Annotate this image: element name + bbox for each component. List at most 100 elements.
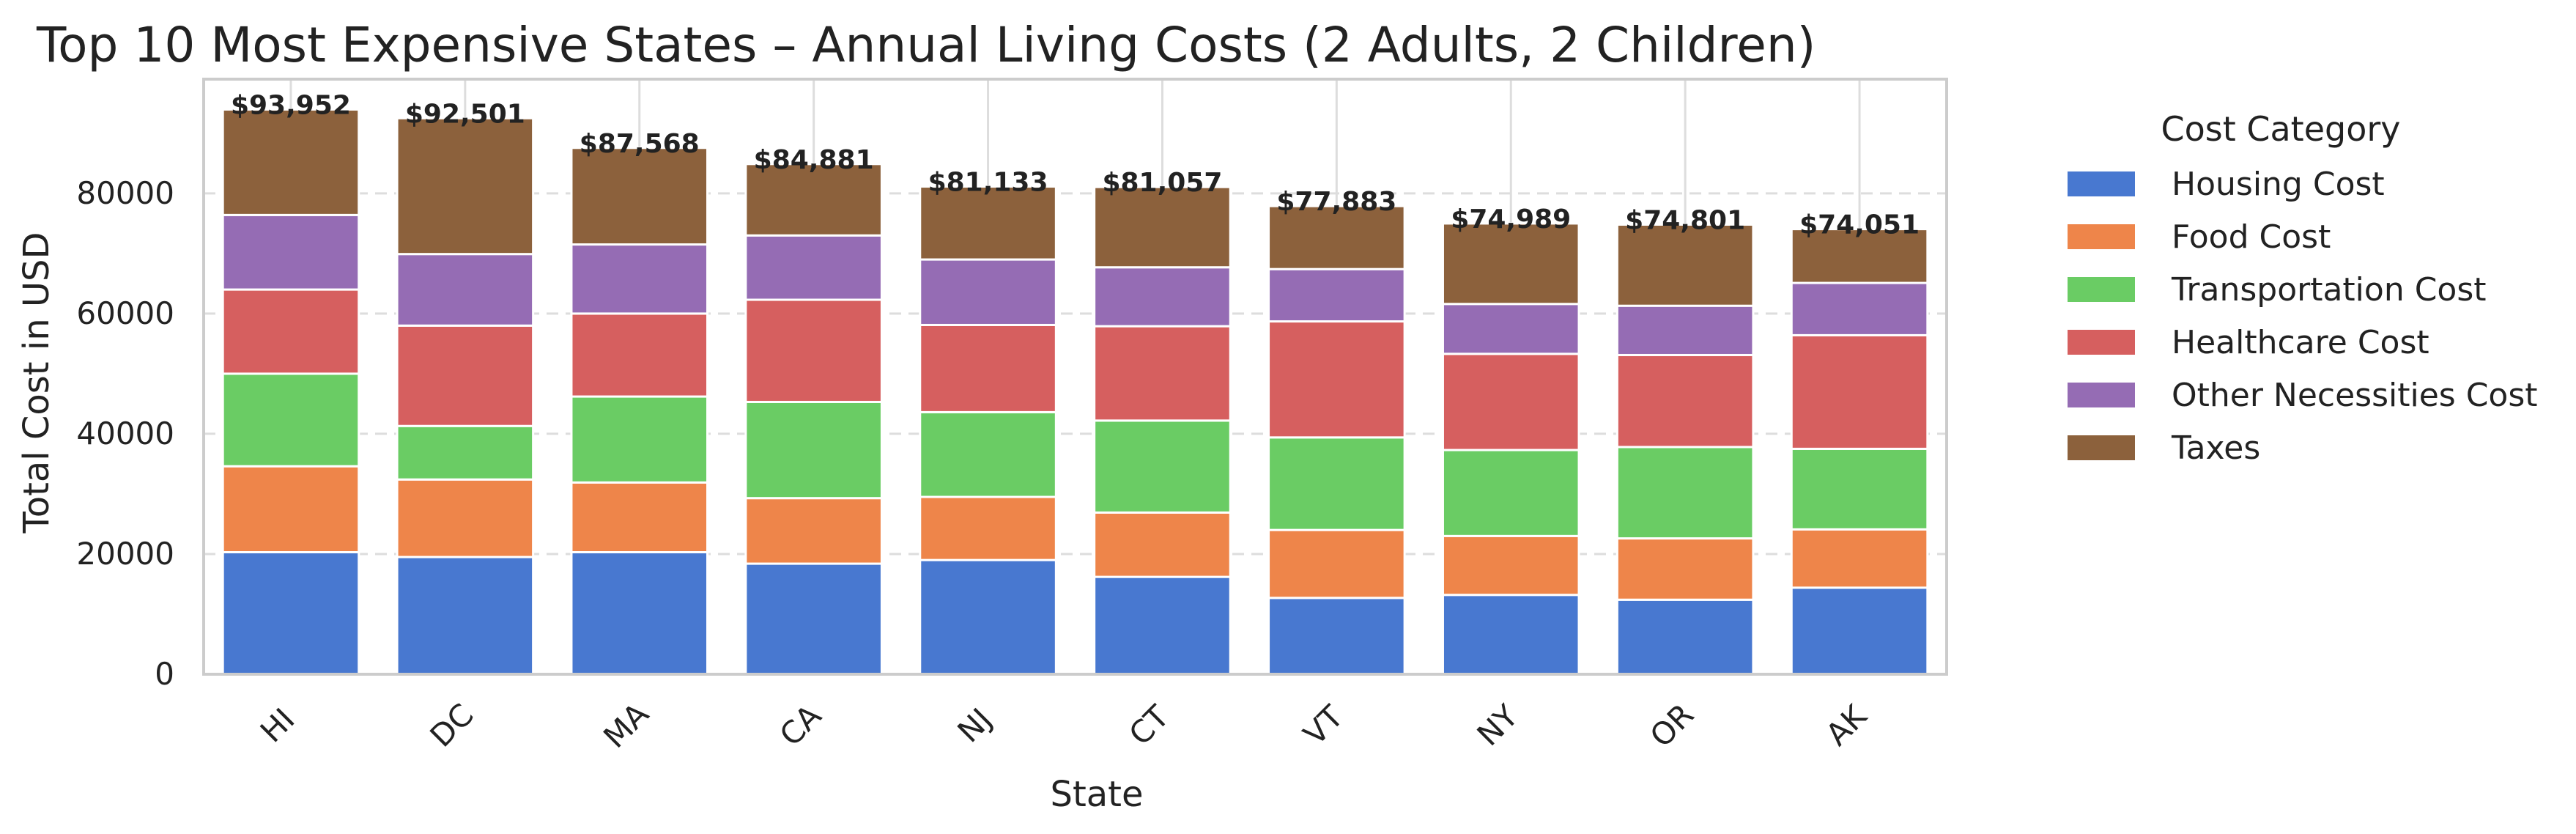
bar-segment-CA-1 — [744, 497, 883, 565]
y-tick-label: 80000 — [76, 175, 174, 211]
legend-label: Housing Cost — [2172, 166, 2385, 203]
y-axis-title: Total Cost in USD — [16, 232, 57, 534]
bar-segment-CA-5 — [744, 163, 883, 237]
bar-segment-OR-1 — [1615, 537, 1755, 601]
bar-segment-CA-0 — [744, 562, 883, 676]
bar-segment-NJ-5 — [919, 185, 1057, 261]
bar-segment-DC-4 — [396, 253, 535, 327]
bar-segment-CT-3 — [1093, 325, 1232, 422]
bar-segment-HI-3 — [221, 288, 360, 375]
bar-segment-NJ-1 — [919, 495, 1057, 561]
bar-segment-NY-3 — [1441, 353, 1580, 451]
bar-segment-MA-2 — [570, 395, 709, 484]
bar-segment-HI-1 — [221, 465, 360, 553]
bar-segment-HI-2 — [221, 372, 360, 468]
bar-segment-CT-0 — [1093, 575, 1232, 676]
total-label-CA: $84,881 — [754, 145, 874, 175]
bar-segment-CT-4 — [1093, 266, 1232, 328]
bar-segment-AK-5 — [1790, 228, 1929, 284]
bar-segment-DC-0 — [396, 556, 535, 676]
bar-segment-MA-4 — [570, 243, 709, 315]
x-tick-label: CA — [773, 698, 829, 753]
bar-segment-CT-1 — [1093, 511, 1232, 578]
total-label-NJ: $81,133 — [928, 168, 1048, 198]
total-label-HI: $93,952 — [231, 90, 351, 120]
x-tick-label: CT — [1122, 698, 1176, 753]
bar-segment-AK-2 — [1790, 447, 1929, 531]
legend-swatch — [2068, 435, 2135, 460]
legend-swatch — [2068, 224, 2135, 249]
bar-segment-NY-1 — [1441, 534, 1580, 597]
bar-segment-DC-1 — [396, 478, 535, 558]
total-label-DC: $92,501 — [405, 99, 525, 129]
bar-segment-CA-3 — [744, 298, 883, 403]
bar-segment-VT-1 — [1267, 528, 1406, 599]
bar-segment-DC-5 — [396, 117, 535, 256]
bar-segment-NY-0 — [1441, 594, 1580, 676]
bar-segment-NY-5 — [1441, 222, 1580, 306]
total-label-CT: $81,057 — [1102, 168, 1222, 198]
bar-segment-NY-4 — [1441, 303, 1580, 355]
bar-segment-OR-3 — [1615, 353, 1755, 449]
x-tick-label: NY — [1470, 698, 1525, 753]
total-label-NY: $74,989 — [1451, 204, 1571, 235]
bar-segment-CA-4 — [744, 234, 883, 301]
total-labels: $93,952 $92,501 $87,568 $84,881 $81,133 $81,0… — [231, 90, 1920, 240]
bar-segment-AK-1 — [1790, 528, 1929, 589]
y-tick-label: 20000 — [76, 536, 174, 572]
legend-label: Healthcare Cost — [2172, 324, 2429, 361]
bar-segment-CT-2 — [1093, 419, 1232, 514]
legend-swatch — [2068, 171, 2135, 196]
x-tick-label: OR — [1643, 696, 1701, 754]
bar-segment-MA-5 — [570, 147, 709, 246]
x-tick-label: VT — [1297, 698, 1350, 752]
bar-segment-MA-0 — [570, 550, 709, 676]
bar-segment-OR-0 — [1615, 598, 1755, 676]
bar-segment-VT-0 — [1267, 597, 1406, 676]
bar-segment-AK-0 — [1790, 586, 1929, 676]
legend-label: Other Necessities Cost — [2172, 377, 2538, 414]
legend-title: Cost Category — [2161, 109, 2400, 149]
bar-segment-DC-3 — [396, 324, 535, 427]
bar-segment-HI-5 — [221, 108, 360, 216]
bar-segment-MA-3 — [570, 312, 709, 398]
plot-frame — [202, 78, 1948, 676]
total-label-VT: $77,883 — [1276, 187, 1396, 217]
bar-segment-NJ-3 — [919, 323, 1057, 413]
bar-segment-VT-4 — [1267, 267, 1406, 323]
bars — [221, 108, 1929, 676]
bar-segment-NJ-0 — [919, 558, 1057, 676]
y-tick-label: 60000 — [76, 295, 174, 331]
bar-segment-HI-4 — [221, 213, 360, 291]
bar-segment-AK-3 — [1790, 333, 1929, 450]
legend-label: Food Cost — [2172, 218, 2331, 256]
x-tick-label: NJ — [950, 701, 999, 750]
chart-title: Top 10 Most Expensive States – Annual Li… — [36, 17, 1816, 73]
bar-segment-NJ-4 — [919, 258, 1057, 326]
bar-segment-OR-2 — [1615, 446, 1755, 540]
total-label-MA: $87,568 — [580, 129, 700, 159]
bar-segment-VT-2 — [1267, 436, 1406, 531]
bar-segment-VT-5 — [1267, 204, 1406, 270]
y-tick-label: 0 — [155, 656, 174, 692]
bar-segment-MA-1 — [570, 481, 709, 553]
x-tick-label: HI — [253, 701, 302, 750]
legend: Cost Category Housing Cost Food Cost Trans… — [2068, 109, 2538, 467]
legend-label: Taxes — [2171, 429, 2260, 467]
total-label-OR: $74,801 — [1625, 205, 1745, 235]
total-label-AK: $74,051 — [1799, 210, 1920, 240]
legend-swatch — [2068, 383, 2135, 407]
legend-label: Transportation Cost — [2171, 271, 2487, 309]
bar-segment-HI-0 — [221, 550, 360, 676]
bar-segment-VT-3 — [1267, 320, 1406, 439]
x-tick-label: AK — [1819, 697, 1874, 752]
x-tick-label: DC — [423, 697, 480, 754]
bar-segment-AK-4 — [1790, 281, 1929, 336]
bar-segment-DC-2 — [396, 424, 535, 481]
bar-segment-OR-4 — [1615, 304, 1755, 356]
bar-segment-NY-2 — [1441, 449, 1580, 537]
legend-swatch — [2068, 277, 2135, 302]
legend-swatch — [2068, 330, 2135, 355]
bar-segment-CT-5 — [1093, 185, 1232, 269]
